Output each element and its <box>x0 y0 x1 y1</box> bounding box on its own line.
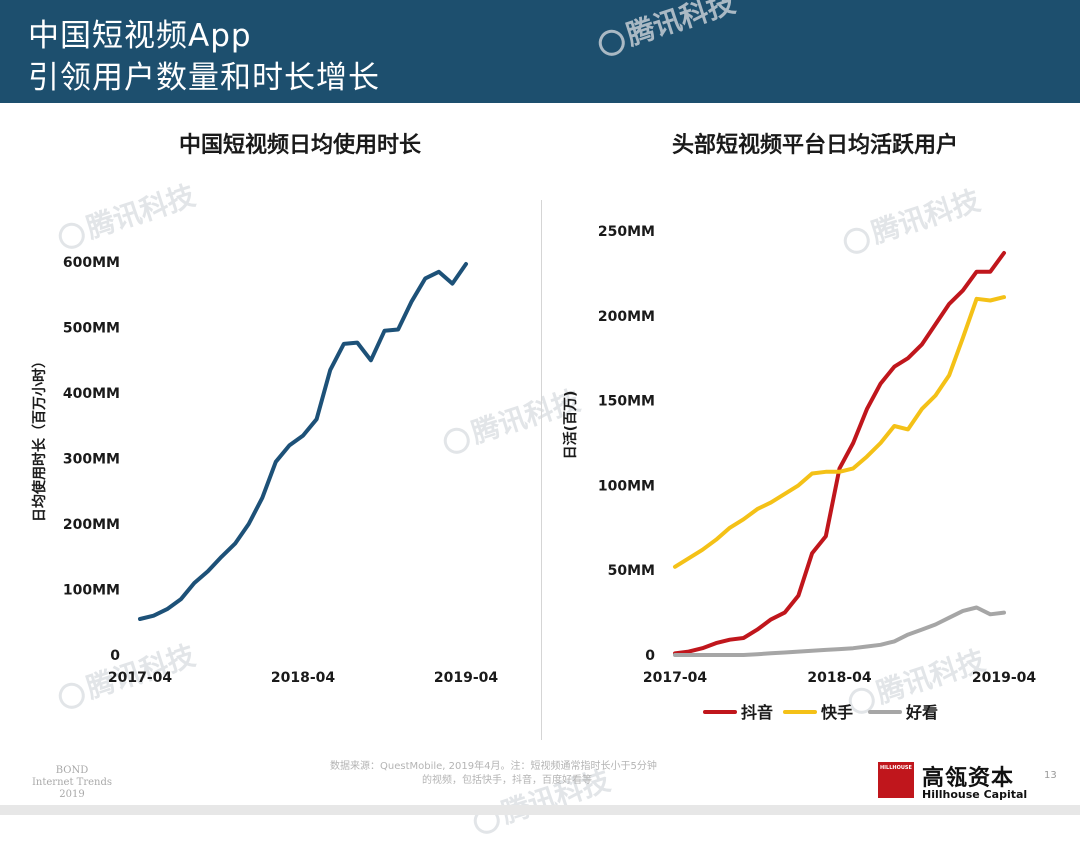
header-bar: 中国短视频App 引领用户数量和时长增长 <box>0 0 1080 103</box>
duration-y-axis-label: 日均使用时长（百万小时） <box>31 354 48 522</box>
duration-x-tick-label: 2019-04 <box>434 670 499 686</box>
bond-logo: BOND Internet Trends 2019 <box>26 765 118 801</box>
bottom-strip <box>0 805 1080 815</box>
dau-y-tick-label: 50MM <box>608 563 655 579</box>
hillhouse-logo-icon: HILLHOUSE <box>878 762 914 798</box>
dau-x-tick-label: 2017-04 <box>643 670 708 686</box>
source-note: 数据来源：QuestMobile, 2019年4月。注：短视频通常指时长小于5分… <box>330 760 730 788</box>
duration-y-tick-label: 400MM <box>63 386 120 402</box>
dau-chart-title: 头部短视频平台日均活跃用户 <box>672 132 958 158</box>
source-note-line2: 的视频，包括快手，抖音，百度好看等 <box>422 775 592 786</box>
dau-y-tick-label: 200MM <box>598 309 655 325</box>
duration-x-tick-label: 2018-04 <box>271 670 336 686</box>
dau-x-tick-label: 2018-04 <box>807 670 872 686</box>
dau-series-line-2 <box>673 605 1006 657</box>
dau-y-axis-label: 日活(百万) <box>562 391 579 460</box>
bond-logo-line1: BOND <box>55 765 89 776</box>
dau-y-tick-label: 250MM <box>598 224 655 240</box>
company-name-en: Hillhouse Capital <box>922 788 1028 801</box>
slide-title-line2: 引领用户数量和时长增长 <box>28 60 380 96</box>
duration-x-tick-label: 2017-04 <box>108 670 173 686</box>
duration-y-tick-label: 300MM <box>63 452 120 468</box>
legend-label-2: 好看 <box>905 703 938 722</box>
slide-title-line1: 中国短视频App <box>28 18 252 54</box>
duration-series-line <box>138 262 468 621</box>
dau-y-tick-label: 100MM <box>598 478 655 494</box>
legend-label-0: 抖音 <box>741 703 773 722</box>
dau-series-line-1 <box>673 295 1006 569</box>
dau-series-line-0 <box>673 251 1006 656</box>
duration-chart-title: 中国短视频日均使用时长 <box>179 132 422 158</box>
duration-y-tick-label: 100MM <box>63 583 120 599</box>
company-name-cn: 高瓴资本 <box>922 766 1015 791</box>
dau-y-tick-label: 0 <box>645 648 655 664</box>
chart-divider <box>541 200 542 740</box>
page-number: 13 <box>1044 770 1057 781</box>
duration-y-tick-label: 200MM <box>63 517 120 533</box>
hillhouse-logo-text: HILLHOUSE <box>880 765 912 771</box>
legend-label-1: 快手 <box>821 703 853 722</box>
duration-y-tick-label: 0 <box>110 648 120 664</box>
duration-y-tick-label: 600MM <box>63 255 120 271</box>
dau-y-tick-label: 150MM <box>598 394 655 410</box>
source-note-line1: 数据来源：QuestMobile, 2019年4月。注：短视频通常指时长小于5分… <box>330 761 657 772</box>
duration-y-tick-label: 500MM <box>63 321 120 337</box>
bond-logo-line3: 2019 <box>59 789 85 800</box>
bond-logo-line2: Internet Trends <box>31 777 112 788</box>
dau-x-tick-label: 2019-04 <box>972 670 1037 686</box>
